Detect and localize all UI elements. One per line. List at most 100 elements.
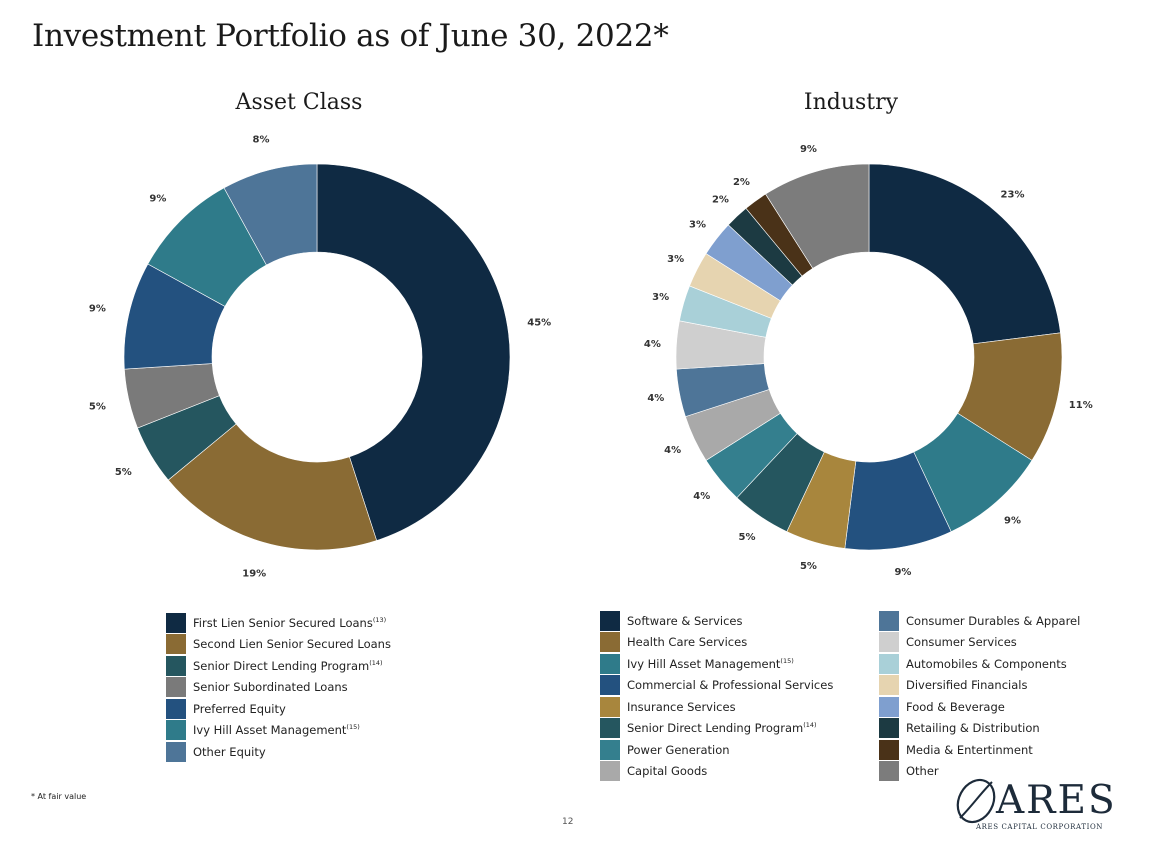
legend-swatch (879, 739, 899, 760)
legend-label: Other (906, 764, 939, 778)
legend-label: Diversified Financials (906, 678, 1027, 692)
ares-logo-mark-icon (956, 778, 996, 824)
legend-label: Consumer Services (906, 635, 1017, 649)
legend-label: Second Lien Senior Secured Loans (193, 637, 391, 651)
legend-swatch (166, 634, 186, 655)
slice-label-automobiles-and-components: 3% (652, 292, 669, 303)
legend-label-text: Senior Direct Lending Program (627, 721, 804, 736)
slice-second-lien-senior-secured-loans (167, 423, 378, 551)
legend-item-commercial-and-professional-services: Commercial & Professional Services (600, 675, 833, 697)
legend-label-text: Insurance Services (627, 699, 736, 714)
legend-label: Senior Direct Lending Program(14) (193, 659, 383, 673)
legend-swatch (600, 610, 620, 631)
industry-chart-title: Industry (803, 90, 899, 115)
slice-label-capital-goods: 4% (664, 445, 681, 456)
legend-label-text: Senior Direct Lending Program (193, 658, 370, 673)
legend-label: Retailing & Distribution (906, 721, 1040, 735)
legend-swatch (600, 675, 620, 696)
page-title: Investment Portfolio as of June 30, 2022… (32, 18, 669, 54)
legend-item-diversified-financials: Diversified Financials (879, 675, 1080, 697)
slice-software-and-services (868, 163, 1061, 345)
footnote: * At fair value (31, 792, 87, 801)
legend-label: Commercial & Professional Services (627, 678, 833, 692)
legend-label-text: Software & Services (627, 613, 743, 628)
legend-swatch (879, 675, 899, 696)
legend-label-text: Consumer Durables & Apparel (906, 613, 1081, 628)
slice-label-senior-direct-lending-program: 5% (739, 532, 756, 543)
legend-item-consumer-durables-and-apparel: Consumer Durables & Apparel (879, 610, 1080, 632)
slice-other (765, 163, 870, 269)
slice-label-media-and-entertinment: 2% (733, 177, 750, 188)
legend-item-software-and-services: Software & Services (600, 610, 833, 632)
legend-label-text: Diversified Financials (906, 678, 1028, 693)
slice-label-commercial-and-professional-services: 9% (894, 567, 911, 578)
legend-swatch (166, 677, 186, 698)
legend-label: Insurance Services (627, 700, 736, 714)
legend-swatch (600, 632, 620, 653)
legend-item-senior-direct-lending-program: Senior Direct Lending Program(14) (600, 718, 833, 740)
legend-label-text: Consumer Services (906, 635, 1017, 650)
legend-item-consumer-services: Consumer Services (879, 632, 1080, 654)
slice-label-second-lien-senior-secured-loans: 19% (242, 569, 266, 580)
legend-label: Capital Goods (627, 764, 707, 778)
legend-label-text: Automobiles & Components (906, 656, 1067, 671)
slice-label-diversified-financials: 3% (667, 254, 684, 265)
legend-footnote-ref: (14) (803, 721, 817, 730)
legend-swatch (879, 696, 899, 717)
legend-item-senior-direct-lending-program: Senior Direct Lending Program(14) (166, 655, 391, 677)
legend-label: Preferred Equity (193, 702, 286, 716)
legend-label-text: Power Generation (627, 742, 730, 757)
legend-item-preferred-equity: Preferred Equity (166, 698, 391, 720)
slice-label-first-lien-senior-secured-loans: 45% (527, 317, 551, 328)
legend-label-text: Other (906, 764, 939, 779)
legend-label-text: Senior Subordinated Loans (193, 680, 348, 695)
legend-footnote-ref: (13) (372, 615, 387, 624)
industry-legend-column-1: Software & Services Health Care Services I… (600, 610, 833, 782)
legend-item-other: Other (879, 761, 1080, 783)
asset-class-legend: First Lien Senior Secured Loans(13) Secon… (166, 612, 391, 763)
legend-label-text: Food & Beverage (906, 699, 1005, 714)
legend-label: Ivy Hill Asset Management(15) (627, 657, 794, 671)
legend-item-media-and-entertinment: Media & Entertinment (879, 739, 1080, 761)
legend-label: Power Generation (627, 743, 730, 757)
legend-item-ivy-hill-asset-management: Ivy Hill Asset Management(15) (600, 653, 833, 675)
logo-subtext: ARES CAPITAL CORPORATION (976, 823, 1104, 831)
legend-item-first-lien-senior-secured-loans: First Lien Senior Secured Loans(13) (166, 612, 391, 634)
legend-label-text: Second Lien Senior Secured Loans (193, 637, 391, 652)
ares-logo: ARES ARES CAPITAL CORPORATION (950, 776, 1120, 836)
legend-item-senior-subordinated-loans: Senior Subordinated Loans (166, 677, 391, 699)
legend-footnote-ref: (15) (346, 723, 360, 732)
legend-swatch (166, 720, 186, 741)
legend-label: Automobiles & Components (906, 657, 1067, 671)
legend-label: Health Care Services (627, 635, 747, 649)
slice-label-other-equity: 8% (253, 135, 270, 146)
legend-swatch (600, 739, 620, 760)
slice-label-software-and-services: 23% (1001, 190, 1025, 201)
slice-label-consumer-services: 4% (644, 339, 661, 350)
legend-label: Media & Entertinment (906, 743, 1033, 757)
legend-item-other-equity: Other Equity (166, 741, 391, 763)
legend-label-text: First Lien Senior Secured Loans (193, 615, 373, 630)
legend-swatch (600, 718, 620, 739)
slice-label-preferred-equity: 9% (89, 303, 106, 314)
page-number: 12 (562, 817, 574, 827)
legend-swatch (166, 698, 186, 719)
legend-swatch (879, 632, 899, 653)
legend-label-text: Media & Entertinment (906, 742, 1033, 757)
legend-item-food-and-beverage: Food & Beverage (879, 696, 1080, 718)
legend-label-text: Preferred Equity (193, 701, 286, 716)
legend-label: First Lien Senior Secured Loans(13) (193, 616, 386, 630)
legend-label: Senior Direct Lending Program(14) (627, 721, 817, 735)
legend-item-health-care-services: Health Care Services (600, 632, 833, 654)
legend-item-second-lien-senior-secured-loans: Second Lien Senior Secured Loans (166, 634, 391, 656)
slice-label-senior-direct-lending-program: 5% (115, 467, 132, 478)
legend-swatch (166, 612, 186, 633)
legend-item-ivy-hill-asset-management: Ivy Hill Asset Management(15) (166, 720, 391, 742)
legend-swatch (166, 655, 186, 676)
slice-label-health-care-services: 11% (1069, 400, 1093, 411)
slice-label-insurance-services: 5% (800, 561, 817, 572)
legend-swatch (879, 761, 899, 782)
legend-label: Software & Services (627, 614, 742, 628)
